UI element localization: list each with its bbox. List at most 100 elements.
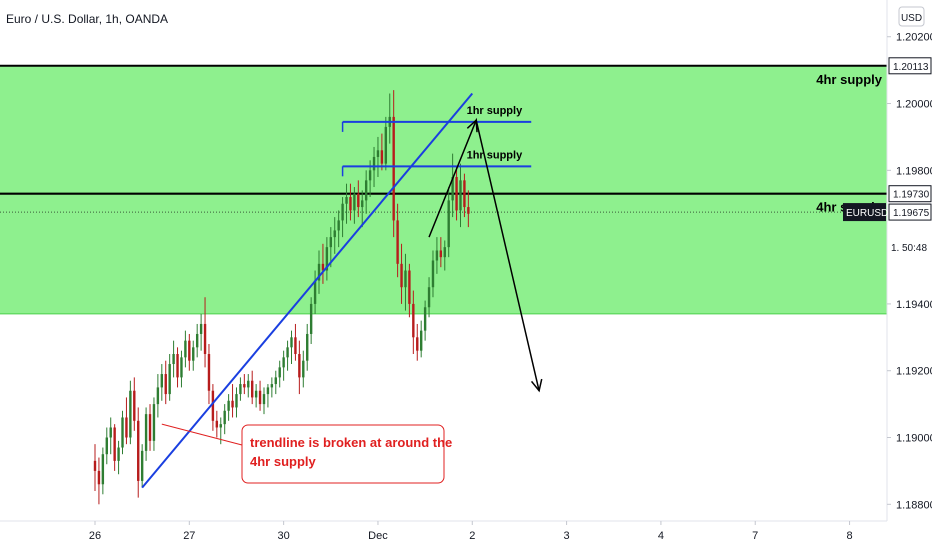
candle-body bbox=[282, 357, 285, 368]
candle-body bbox=[364, 180, 368, 201]
candle-body bbox=[439, 250, 443, 258]
candle-body bbox=[203, 323, 207, 355]
callout-text-line-1: trendline is broken at around the bbox=[250, 435, 452, 450]
candle bbox=[223, 404, 226, 435]
candle-body bbox=[239, 384, 242, 395]
candle bbox=[184, 330, 187, 368]
candle bbox=[443, 240, 446, 271]
candle-body bbox=[325, 247, 329, 271]
candle-body bbox=[463, 180, 466, 208]
candle-body bbox=[368, 170, 372, 181]
candle bbox=[231, 384, 234, 418]
candle bbox=[447, 187, 450, 258]
price-tag-eurusd: EURUSD bbox=[846, 208, 888, 219]
candle-body bbox=[184, 340, 187, 358]
candle-body bbox=[396, 220, 399, 264]
candle-body bbox=[274, 377, 277, 385]
callout-box[interactable] bbox=[241, 424, 445, 484]
candle-body bbox=[251, 380, 254, 398]
x-tick-label: 2 bbox=[469, 530, 475, 542]
candle-body bbox=[93, 460, 97, 471]
candle-body bbox=[117, 447, 120, 461]
y-tick-label: 1.19200 bbox=[896, 366, 932, 378]
y-tick-label: 1.18800 bbox=[896, 499, 932, 511]
candle bbox=[337, 210, 340, 248]
candle-body bbox=[262, 394, 266, 405]
candle bbox=[384, 116, 388, 171]
candle bbox=[211, 384, 215, 431]
candle bbox=[380, 133, 384, 171]
candle-body bbox=[317, 263, 321, 281]
candle bbox=[129, 380, 132, 445]
candle-body bbox=[341, 203, 344, 221]
candle bbox=[467, 190, 470, 228]
candle bbox=[294, 323, 297, 361]
candles-layer bbox=[93, 90, 470, 505]
candle-body bbox=[176, 354, 179, 378]
candle bbox=[258, 380, 262, 411]
candle bbox=[152, 397, 156, 451]
price-tag-1-20113: 1.20113 bbox=[893, 62, 929, 73]
trendline[interactable] bbox=[141, 92, 474, 489]
candle-body bbox=[345, 197, 348, 204]
candle-body bbox=[188, 340, 191, 361]
candle bbox=[396, 203, 399, 278]
candle-body bbox=[404, 270, 407, 288]
candle-body bbox=[199, 323, 203, 334]
candle bbox=[101, 447, 105, 495]
candle bbox=[274, 370, 277, 395]
candle bbox=[235, 387, 238, 418]
candle-body bbox=[380, 150, 384, 164]
candle bbox=[176, 347, 179, 388]
candle-body bbox=[427, 287, 431, 308]
candle bbox=[412, 290, 415, 355]
price-tag-1-: 1. bbox=[891, 243, 899, 254]
price-tag-1-19675-frame bbox=[888, 203, 932, 221]
currency-button[interactable]: USD bbox=[898, 6, 925, 27]
candle-body bbox=[125, 417, 128, 438]
candle-body bbox=[419, 330, 423, 351]
candle-body bbox=[266, 387, 270, 395]
price-tag-1-19730-frame bbox=[888, 185, 932, 203]
candle bbox=[408, 263, 411, 318]
candle bbox=[144, 407, 148, 461]
candle-body bbox=[207, 354, 211, 391]
candle-body bbox=[290, 337, 293, 348]
candle-body bbox=[152, 404, 156, 441]
x-tick-label: 8 bbox=[846, 530, 852, 542]
candle bbox=[459, 163, 462, 228]
candle bbox=[427, 277, 431, 318]
callout-text-line-2: 4hr supply bbox=[250, 454, 317, 469]
candle-body bbox=[435, 250, 439, 261]
candle bbox=[278, 360, 281, 388]
x-tick-label: 27 bbox=[183, 530, 195, 542]
candle-body bbox=[455, 177, 458, 211]
price-tag-eurusd-frame bbox=[843, 203, 886, 222]
currency-button-frame bbox=[898, 6, 925, 27]
price-tag-1-20113-frame bbox=[888, 57, 932, 75]
candle-body bbox=[302, 360, 305, 378]
candle-body bbox=[243, 384, 246, 388]
candle-body bbox=[164, 374, 167, 395]
x-tick-label: 4 bbox=[658, 530, 664, 542]
candle bbox=[270, 377, 274, 398]
candle-body bbox=[337, 220, 340, 231]
candle-body bbox=[372, 156, 376, 171]
supply-zone-1 bbox=[0, 65, 887, 194]
candle-body bbox=[231, 400, 234, 408]
candle bbox=[325, 237, 329, 281]
candle-body bbox=[144, 414, 148, 451]
candle bbox=[341, 197, 344, 238]
candle-body bbox=[223, 410, 226, 425]
candle-body bbox=[349, 197, 352, 211]
candle-body bbox=[423, 307, 427, 331]
candle bbox=[353, 187, 356, 224]
hr1-supply-label-2: 1hr supply bbox=[467, 149, 524, 161]
drawings-layer: 1hr supply 1hr supply trendline is broken … bbox=[141, 92, 543, 489]
candle bbox=[463, 173, 466, 218]
candle-body bbox=[168, 364, 171, 395]
y-tick-label: 1.20000 bbox=[896, 99, 932, 111]
candle bbox=[329, 227, 332, 268]
